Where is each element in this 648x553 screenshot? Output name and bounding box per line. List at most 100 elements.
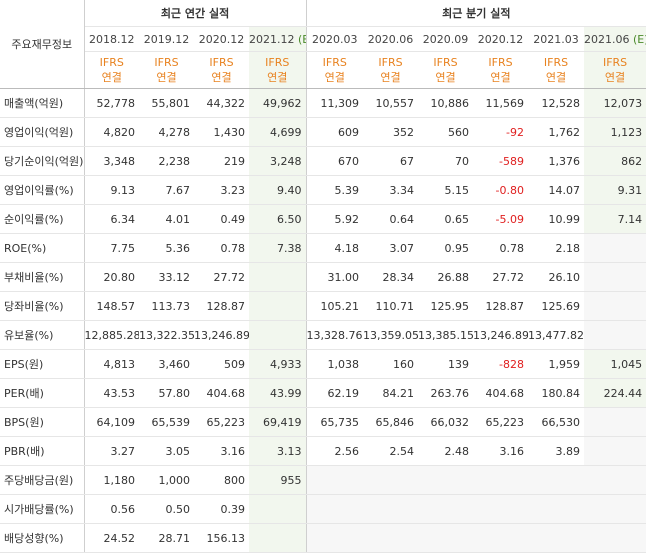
value-cell: 2,238 [139,146,194,176]
value-cell: 26.10 [528,262,585,292]
value-cell: 6.50 [249,204,307,234]
period-header: 2020.06 [363,26,419,52]
value-cell: -0.80 [473,175,529,205]
ifrs-label: IFRS [154,56,179,69]
value-cell: 1,038 [306,349,364,379]
value-cell: 560 [418,117,474,147]
value-cell: 128.87 [473,291,529,321]
value-cell: 0.56 [84,494,139,524]
value-cell: 28.34 [363,262,419,292]
empty-cell [584,233,647,263]
value-cell: 10.99 [528,204,585,234]
value-cell: 9.40 [249,175,307,205]
empty-cell [473,523,529,553]
value-cell: 0.78 [473,233,529,263]
value-cell: 4,278 [139,117,194,147]
value-cell: 1,123 [584,117,647,147]
value-cell: 33.12 [139,262,194,292]
empty-cell [584,465,647,495]
value-cell: 128.87 [194,291,249,321]
ifrs-badge: IFRS 연결 [194,51,249,89]
ifrs-label: IFRS [378,56,403,69]
empty-cell [363,494,419,524]
table-row: 시가배당률(%) 0.56 0.50 0.39 [0,494,647,524]
value-cell: 670 [306,146,364,176]
value-cell: 7.75 [84,233,139,263]
value-cell: 65,846 [363,407,419,437]
row-label: ROE(%) [0,233,85,263]
row-label: 시가배당률(%) [0,494,85,524]
period-header: 2020.03 [306,26,364,52]
annual-title: 최근 연간 실적 [84,0,307,27]
value-cell: 3.16 [194,436,249,466]
value-cell: 9.31 [584,175,647,205]
ifrs-header-row: IFRS 연결 IFRS 연결 IFRS 연결 IFRS 연결 IFRS 연결 IFRS 연결 IFRS… [0,51,647,89]
value-cell: 5.92 [306,204,364,234]
ifrs-badge: IFRS 연결 [139,51,194,89]
value-cell: 52,778 [84,88,139,118]
empty-cell [418,465,474,495]
value-cell: 4.18 [306,233,364,263]
value-cell: 1,045 [584,349,647,379]
row-label: 유보율(%) [0,320,85,350]
consolidated-label: 연결 [211,71,232,84]
value-cell: 31.00 [306,262,364,292]
value-cell: 148.57 [84,291,139,321]
empty-cell [249,494,307,524]
period-header-row: 2018.12 2019.12 2020.12 2021.12 (E) 2020.03 2… [0,26,647,52]
row-label: 당기순이익(억원) [0,146,85,176]
value-cell: 263.76 [418,378,474,408]
empty-cell [584,407,647,437]
table-row: 부채비율(%) 20.80 33.12 27.72 31.00 28.34 26.88 27.… [0,262,647,292]
empty-cell [249,320,307,350]
value-cell: 0.39 [194,494,249,524]
table-row: BPS(원) 64,109 65,539 65,223 69,419 65,735 65,8… [0,407,647,437]
value-cell: 66,032 [418,407,474,437]
row-label: EPS(원) [0,349,85,379]
value-cell: 84.21 [363,378,419,408]
table-row: PBR(배) 3.27 3.05 3.16 3.13 2.56 2.54 2.48 3.16 3.… [0,436,647,466]
period-header: 2021.06 (E) [584,26,647,52]
value-cell: 113.73 [139,291,194,321]
value-cell: 404.68 [194,378,249,408]
value-cell: 44,322 [194,88,249,118]
value-cell: 1,762 [528,117,585,147]
empty-cell [528,494,585,524]
value-cell: 1,180 [84,465,139,495]
value-cell: 7.14 [584,204,647,234]
value-cell: 11,569 [473,88,529,118]
ifrs-label: IFRS [265,56,290,69]
empty-cell [363,523,419,553]
value-cell: 3,460 [139,349,194,379]
table-row: EPS(원) 4,813 3,460 509 4,933 1,038 160 139 -828 1… [0,349,647,379]
value-cell: 0.65 [418,204,474,234]
value-cell: 4.01 [139,204,194,234]
value-cell: 2.48 [418,436,474,466]
period-header: 2019.12 [139,26,194,52]
row-label: 주당배당금(원) [0,465,85,495]
period-header: 2018.12 [84,26,139,52]
value-cell: 13,322.35 [139,320,194,350]
value-cell: 5.15 [418,175,474,205]
table-row: 당기순이익(억원) 3,348 2,238 219 3,248 670 67 70 -589 1,… [0,146,647,176]
ifrs-label: IFRS [209,56,234,69]
value-cell: 125.69 [528,291,585,321]
empty-cell [584,436,647,466]
empty-cell [306,523,364,553]
value-cell: 70 [418,146,474,176]
ifrs-label: IFRS [433,56,458,69]
value-cell: 2.56 [306,436,364,466]
empty-cell [584,494,647,524]
value-cell: 1,376 [528,146,585,176]
consolidated-label: 연결 [604,71,626,84]
value-cell: 65,223 [194,407,249,437]
period-label: 2020.09 [422,32,469,46]
value-cell: 49,962 [249,88,307,118]
empty-cell [418,494,474,524]
value-cell: 955 [249,465,307,495]
period-label: 2020.06 [367,32,414,46]
table-row: PER(배) 43.53 57.80 404.68 43.99 62.19 84.21 263… [0,378,647,408]
empty-cell [418,523,474,553]
value-cell: 1,959 [528,349,585,379]
row-label: 당좌비율(%) [0,291,85,321]
